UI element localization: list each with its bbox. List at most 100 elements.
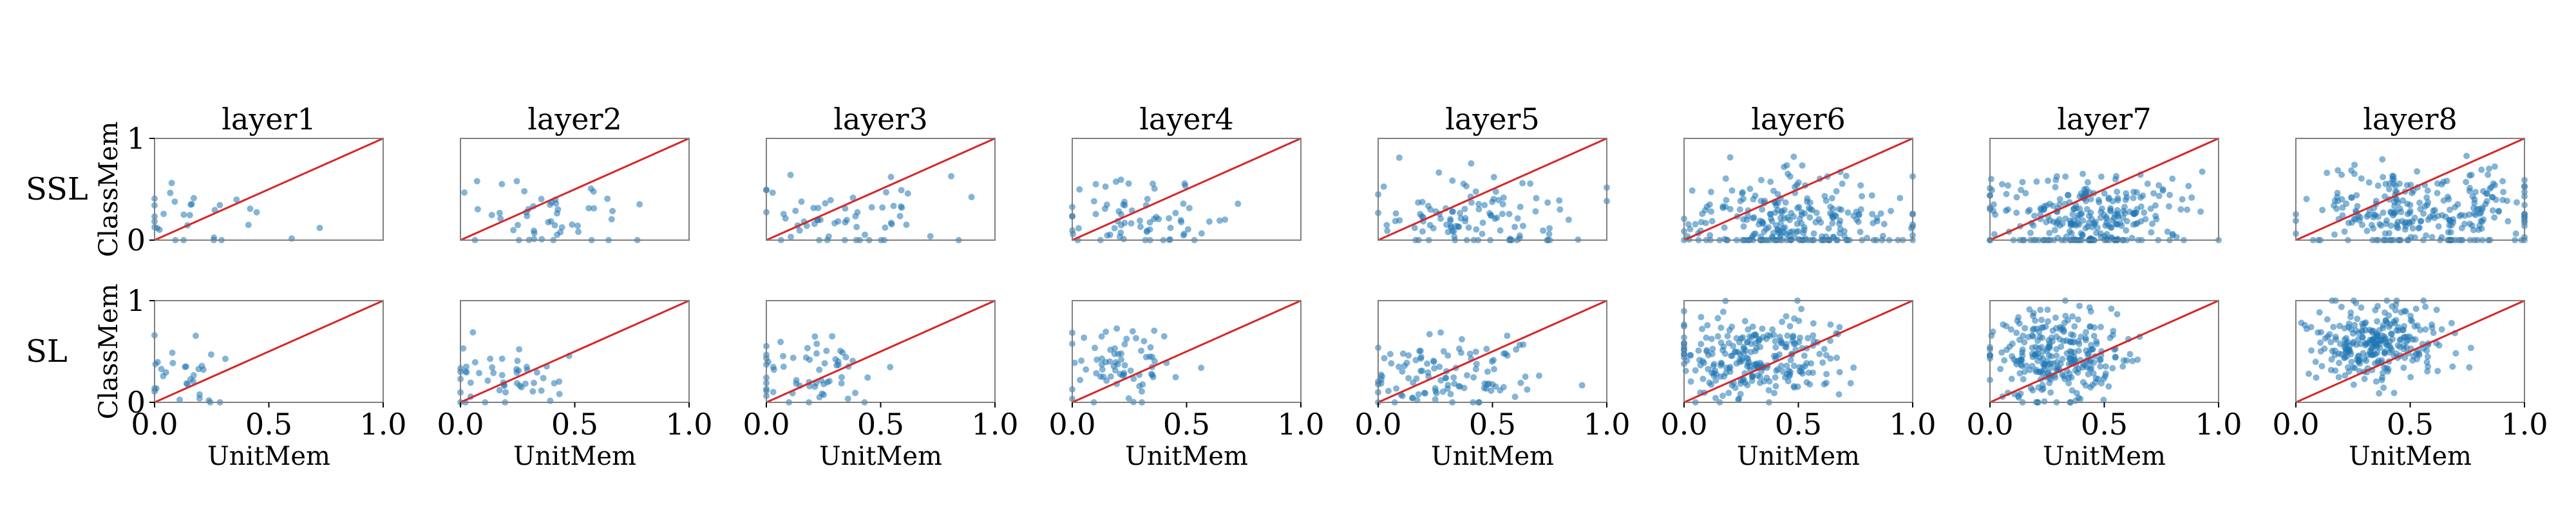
panel-title-layer3: layer3 (833, 102, 928, 136)
data-point (1235, 200, 1242, 207)
data-point (1810, 230, 1817, 237)
data-point (882, 189, 889, 196)
data-point (852, 212, 859, 220)
data-point (2470, 210, 2477, 217)
data-point (222, 355, 229, 362)
data-point (2123, 218, 2130, 225)
data-point (1425, 373, 1432, 380)
x-tick-label: 0.5 (245, 407, 292, 442)
data-point (190, 378, 197, 385)
data-point (489, 364, 496, 371)
data-point (1430, 357, 1437, 364)
data-point (815, 205, 822, 212)
data-point (2021, 339, 2028, 346)
reference-line (2295, 137, 2525, 241)
data-point (1136, 382, 1143, 389)
data-point (1727, 364, 1734, 371)
data-point (852, 389, 859, 397)
data-point (1725, 339, 1732, 346)
data-point (2359, 334, 2366, 341)
data-point (1384, 227, 1391, 234)
data-point (1763, 374, 1770, 381)
data-point (1704, 322, 1711, 329)
data-point (2096, 199, 2103, 206)
data-point (1789, 228, 1796, 235)
data-point (1147, 344, 1154, 351)
data-point (2491, 214, 2498, 221)
data-point (903, 221, 910, 229)
data-point (2054, 364, 2061, 371)
data-point (2049, 338, 2056, 345)
data-point (1184, 226, 1191, 233)
data-point (1070, 230, 1077, 238)
data-point (1497, 387, 1504, 394)
data-point (1783, 313, 1790, 320)
data-point (1698, 314, 1705, 321)
x-axis-label: UnitMem (2043, 442, 2166, 471)
data-point (2379, 332, 2386, 339)
data-point (1451, 380, 1458, 388)
data-point (2029, 353, 2036, 360)
data-point (968, 194, 975, 201)
data-point (2440, 197, 2447, 204)
data-point (2067, 222, 2074, 229)
data-point (2082, 225, 2089, 232)
data-point (1409, 395, 1416, 402)
data-point (2150, 190, 2157, 197)
data-point (1472, 188, 1479, 195)
data-point (1706, 201, 1713, 208)
data-point (591, 205, 598, 212)
data-point (1546, 225, 1553, 232)
data-point (904, 190, 911, 197)
data-point (2076, 205, 2083, 212)
data-point (1727, 205, 1734, 212)
data-point (2120, 357, 2127, 364)
data-point (2079, 231, 2086, 238)
data-point (927, 233, 934, 240)
data-point (1113, 325, 1121, 332)
data-point (1432, 385, 1439, 392)
data-point (1399, 368, 1406, 375)
x-tick-label: 0.0 (1354, 407, 1401, 442)
data-point (2076, 221, 2083, 228)
data-point (2001, 357, 2008, 364)
data-point (1798, 305, 1805, 312)
data-point (2503, 198, 2510, 205)
data-point (515, 221, 522, 229)
data-point (2052, 314, 2059, 321)
data-point (2347, 348, 2354, 355)
data-point (1098, 361, 1105, 368)
data-point (1813, 209, 1820, 216)
reference-line (1072, 299, 1302, 404)
data-point (2008, 375, 2015, 382)
data-point (842, 205, 849, 212)
data-point (1726, 326, 1733, 333)
data-point (463, 363, 470, 370)
data-point (898, 187, 905, 194)
data-point (2379, 156, 2386, 163)
data-point (2032, 317, 2039, 324)
data-point (1393, 385, 1400, 392)
data-point (1461, 205, 1468, 212)
data-point (2114, 194, 2121, 201)
data-point (2366, 207, 2373, 214)
data-point (2387, 344, 2394, 351)
data-point (551, 222, 558, 229)
data-point (2351, 321, 2358, 328)
y-tick-label: 1 (127, 283, 146, 318)
data-point (1540, 227, 1547, 234)
data-point (1488, 358, 1495, 365)
data-point (792, 207, 799, 214)
data-point (2074, 369, 2081, 376)
data-point (538, 387, 545, 394)
data-point (1501, 350, 1508, 357)
data-point (1839, 180, 1846, 187)
data-point (2036, 328, 2043, 335)
panel-title-layer4: layer4 (1139, 102, 1234, 136)
data-point (463, 369, 470, 376)
data-point (1383, 221, 1390, 229)
row-label-ssl: SSL (26, 171, 88, 207)
data-point (1388, 360, 1395, 367)
x-tick-label: 0.5 (1163, 407, 1210, 442)
data-point (533, 369, 540, 376)
